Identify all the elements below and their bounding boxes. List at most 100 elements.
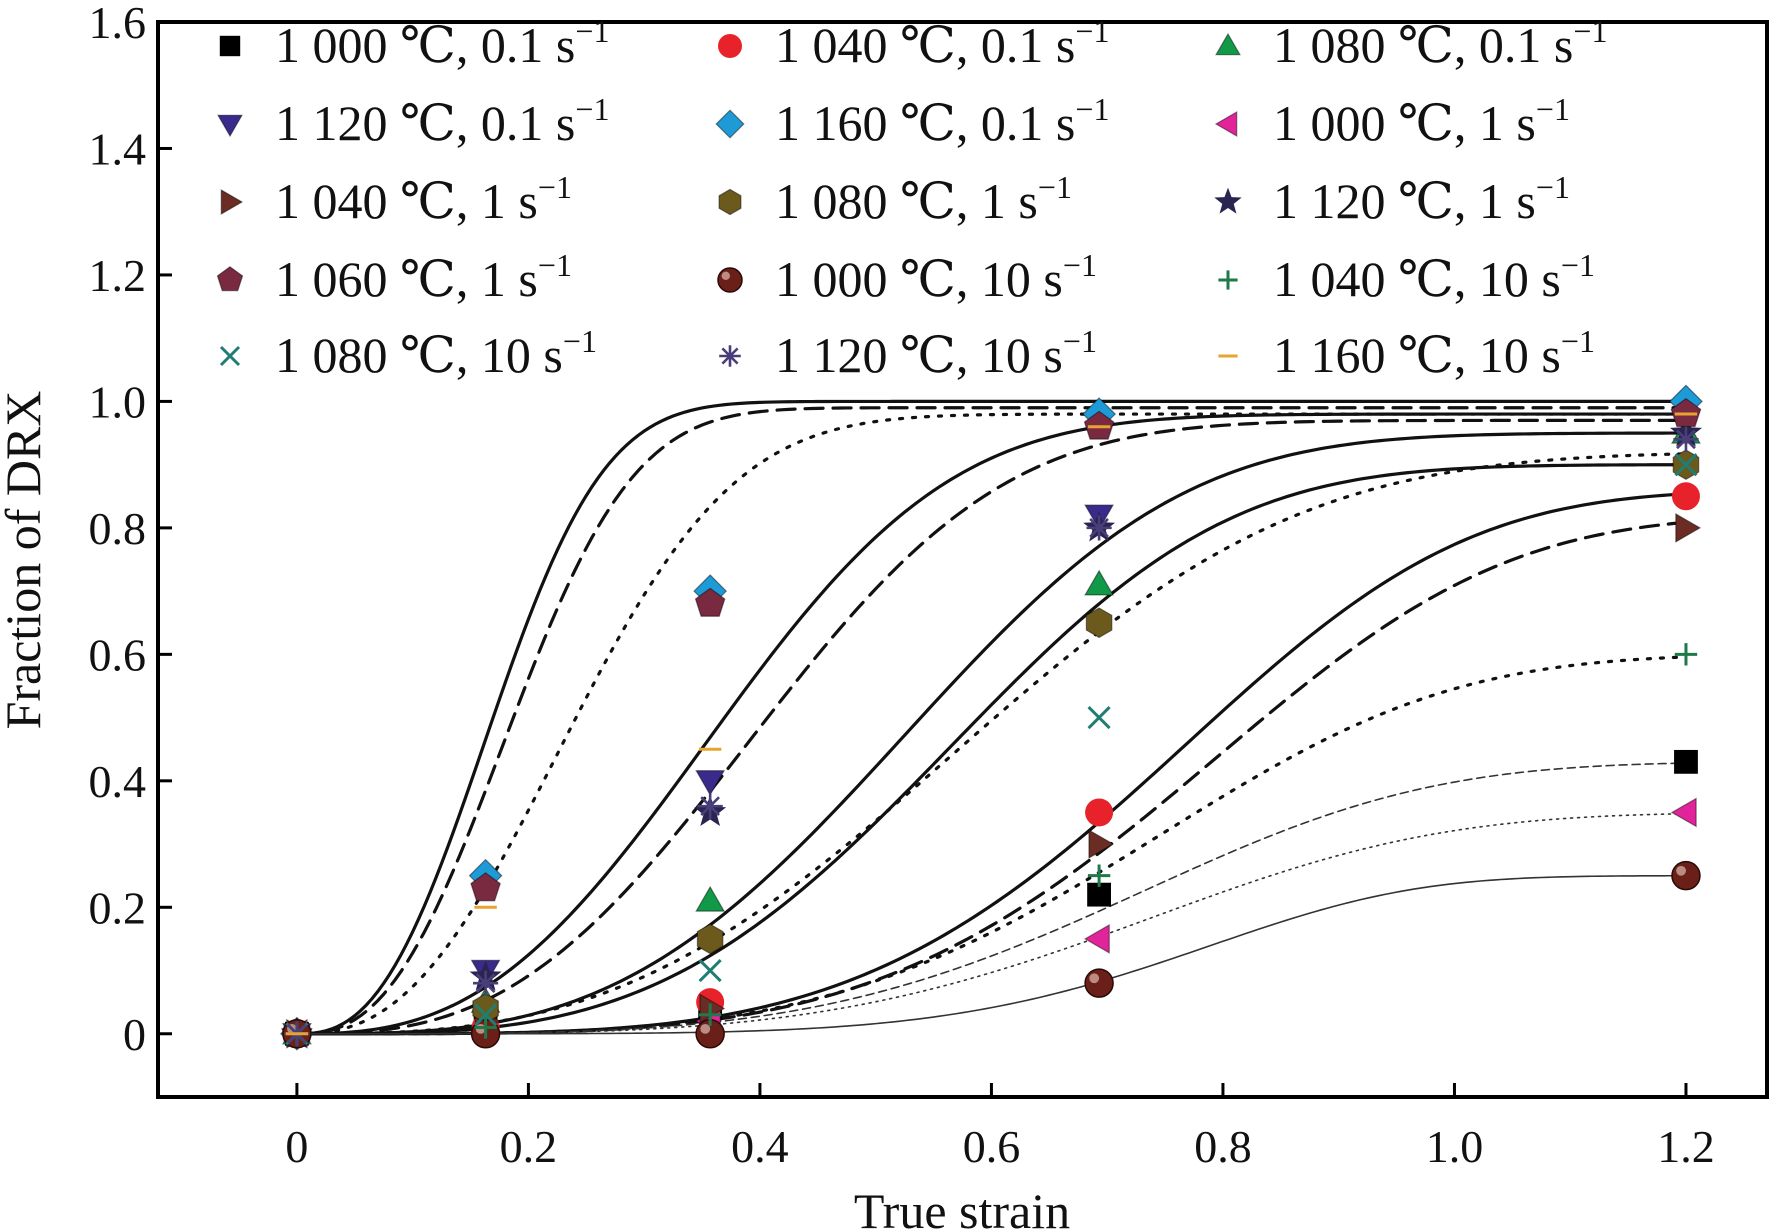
data-point-s2-p2: [695, 885, 726, 912]
legend-label-exponent: −1: [1075, 13, 1109, 49]
fit-curve-10: [295, 655, 1688, 1036]
legend-label: 1 000 ℃, 0.1 s−1: [275, 13, 609, 73]
data-point-s0-p3: [1087, 882, 1111, 907]
legend-item: 1 040 ℃, 10 s−1: [1218, 247, 1595, 307]
data-point-s10-p4: [1671, 860, 1701, 891]
legend-label: 1 120 ℃, 10 s−1: [775, 323, 1097, 383]
legend-label-text: 1 060 ℃, 1 s: [275, 251, 538, 307]
x-tick-label: 0.4: [731, 1121, 789, 1172]
legend-label-exponent: −1: [575, 13, 609, 49]
legend-label-text: 1 040 ℃, 1 s: [275, 173, 538, 229]
legend-label-exponent: −1: [1573, 13, 1607, 49]
data-point-s6-p3: [1088, 829, 1115, 860]
data-point-s9-p1: [470, 872, 501, 902]
x-tick-label: 1.2: [1657, 1121, 1715, 1172]
fit-curve-3: [295, 412, 1688, 1036]
data-point-s11-p4: [1674, 643, 1698, 666]
y-tick-label: 0: [123, 1009, 146, 1060]
legend-label-exponent: −1: [575, 91, 609, 127]
data-point-s1-p4: [1671, 482, 1700, 511]
data-point-s3-p2: [695, 770, 726, 797]
legend-item: 1 000 ℃, 0.1 s−1: [219, 13, 609, 73]
fit-curve-12: [296, 812, 1687, 1035]
legend-item: 1 080 ℃, 0.1 s−1: [1215, 13, 1607, 73]
legend-label: 1 000 ℃, 10 s−1: [775, 247, 1097, 307]
data-point-s5-p3: [1083, 923, 1110, 954]
legend-marker: [718, 34, 742, 58]
legend-label-exponent: −1: [1075, 91, 1109, 127]
legend-item: 1 060 ℃, 1 s−1: [216, 247, 572, 307]
y-tick-label: 1.0: [89, 376, 147, 427]
data-point-s12-p2: [698, 958, 722, 983]
legend-marker: [718, 188, 742, 216]
axis-ticks: 0 0.2 0.4 0.6 0.8 1.0 1.2 0 0.2 0.4 0.6 0.8 1.0 1.2 1.…: [89, 0, 1715, 1172]
plot-frame: [156, 20, 1769, 1099]
legend-marker: [1215, 32, 1241, 56]
legend-label: 1 040 ℃, 10 s−1: [1273, 247, 1595, 307]
fit-curve-7: [295, 452, 1688, 1036]
legend-label-text: 1 040 ℃, 0.1 s: [775, 17, 1075, 73]
legend-marker: [1214, 187, 1242, 214]
legend-label-text: 1 120 ℃, 1 s: [1273, 173, 1536, 229]
fit-curve-2: [295, 412, 1688, 1036]
legend-label-exponent: −1: [538, 169, 572, 205]
y-tick-label: 0.6: [89, 629, 147, 680]
data-point-s9-p2: [694, 587, 726, 617]
legend-label: 1 160 ℃, 0.1 s−1: [775, 91, 1109, 151]
legend-item: 1 120 ℃, 1 s−1: [1214, 169, 1570, 229]
legend-label: 1 120 ℃, 1 s−1: [1273, 169, 1570, 229]
data-points: [279, 384, 1703, 1051]
data-point-s7-p3: [1085, 607, 1113, 639]
legend-label: 1 160 ℃, 10 s−1: [1273, 323, 1595, 383]
data-point-s12-p1: [474, 1003, 498, 1027]
legend-item: 1 000 ℃, 10 s−1: [717, 247, 1097, 307]
y-tick-label: 0.2: [89, 882, 147, 933]
data-point-s11-p3: [1087, 864, 1111, 887]
legend-label: 1 040 ℃, 1 s−1: [275, 169, 572, 229]
legend-item: 1 080 ℃, 10 s−1: [219, 323, 597, 383]
x-tick-label: 1.0: [1426, 1121, 1484, 1172]
fit-curve-5: [295, 431, 1688, 1036]
legend-label-text: 1 120 ℃, 10 s: [775, 327, 1063, 383]
data-point-s6-p4: [1675, 512, 1702, 543]
legend-item: 1 120 ℃, 0.1 s−1: [217, 91, 609, 151]
data-point-s11-p2: [698, 1003, 722, 1026]
x-tick-label: 0.2: [500, 1121, 558, 1172]
legend-label: 1 040 ℃, 0.1 s−1: [775, 13, 1109, 73]
legend-item: 1 160 ℃, 10 s−1: [1218, 323, 1595, 383]
legend-label: 1 060 ℃, 1 s−1: [275, 247, 572, 307]
legend-marker: [719, 345, 741, 367]
fit-curve-4: [295, 418, 1688, 1036]
legend-item: 1 120 ℃, 10 s−1: [719, 323, 1097, 383]
legend-label: 1 120 ℃, 0.1 s−1: [275, 91, 609, 151]
legend-label-text: 1 080 ℃, 1 s: [775, 173, 1038, 229]
legend-label-exponent: −1: [538, 247, 572, 283]
legend-label: 1 080 ℃, 1 s−1: [775, 169, 1072, 229]
legend-label: 1 080 ℃, 0.1 s−1: [1273, 13, 1607, 73]
legend-item: 1 040 ℃, 1 s−1: [220, 169, 572, 229]
y-tick-label: 0.4: [89, 756, 147, 807]
x-tick-label: 0.6: [963, 1121, 1021, 1172]
data-point-s13-p1: [472, 970, 499, 996]
legend-marker: [217, 114, 243, 138]
legend-marker: [717, 267, 743, 293]
legend-item: 1 160 ℃, 0.1 s−1: [715, 91, 1109, 151]
legend-label: 1 080 ℃, 10 s−1: [275, 323, 597, 383]
legend-label-text: 1 000 ℃, 0.1 s: [275, 17, 575, 73]
legend-marker: [715, 109, 745, 139]
data-point-s7-p2: [696, 923, 724, 955]
fit-curve-0: [295, 399, 1688, 1036]
legend-label-exponent: −1: [563, 323, 597, 359]
legend-label-text: 1 040 ℃, 10 s: [1273, 251, 1561, 307]
legend-label-text: 1 120 ℃, 0.1 s: [275, 95, 575, 151]
data-point-s12-p3: [1087, 706, 1111, 730]
x-tick-label: 0: [285, 1121, 308, 1172]
data-point-s13-p3: [1086, 515, 1112, 541]
y-tick-label: 1.6: [89, 0, 147, 48]
legend-item: 1 000 ℃, 1 s−1: [1214, 91, 1570, 151]
data-point-s5-p4: [1670, 797, 1697, 828]
data-point-s0-p4: [1674, 749, 1698, 774]
legend-label-text: 1 080 ℃, 0.1 s: [1273, 17, 1573, 73]
legend-marker: [1214, 111, 1238, 137]
